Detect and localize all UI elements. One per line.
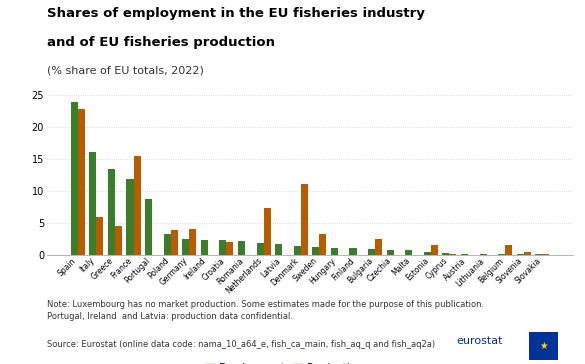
Bar bbox=[517, 254, 524, 255]
Bar bbox=[171, 230, 178, 255]
Bar bbox=[238, 241, 245, 255]
Bar bbox=[164, 234, 171, 255]
Text: (% share of EU totals, 2022): (% share of EU totals, 2022) bbox=[47, 66, 204, 75]
Bar bbox=[331, 248, 338, 255]
Bar bbox=[294, 246, 301, 255]
Bar bbox=[219, 240, 226, 255]
Bar bbox=[201, 240, 208, 255]
Bar bbox=[319, 234, 326, 255]
Legend: Employment, Production: Employment, Production bbox=[201, 359, 366, 364]
Bar bbox=[264, 208, 271, 255]
Bar bbox=[226, 242, 233, 255]
Bar bbox=[349, 248, 356, 255]
Text: and of EU fisheries production: and of EU fisheries production bbox=[47, 36, 275, 50]
Bar bbox=[182, 240, 190, 255]
Bar bbox=[405, 250, 412, 255]
Bar bbox=[312, 247, 319, 255]
Bar bbox=[524, 252, 531, 255]
Bar bbox=[480, 254, 487, 255]
Bar bbox=[126, 179, 133, 255]
Bar bbox=[145, 199, 152, 255]
Bar bbox=[442, 253, 449, 255]
Bar bbox=[498, 253, 505, 255]
Text: ★: ★ bbox=[539, 341, 548, 351]
Text: Shares of employment in the EU fisheries industry: Shares of employment in the EU fisheries… bbox=[47, 7, 425, 20]
Bar bbox=[108, 169, 115, 255]
Bar bbox=[257, 243, 264, 255]
Bar bbox=[375, 240, 382, 255]
Bar bbox=[97, 217, 104, 255]
Bar bbox=[431, 245, 438, 255]
Bar bbox=[368, 249, 375, 255]
Bar bbox=[542, 254, 549, 255]
Bar bbox=[115, 226, 122, 255]
Bar bbox=[301, 184, 308, 255]
Text: eurostat: eurostat bbox=[456, 336, 503, 346]
Bar bbox=[90, 152, 97, 255]
Bar bbox=[449, 254, 456, 255]
Bar bbox=[190, 229, 197, 255]
Bar bbox=[424, 252, 431, 255]
Bar bbox=[461, 253, 468, 255]
Bar bbox=[275, 244, 282, 255]
Text: Note: Luxembourg has no market production. Some estimates made for the purpose o: Note: Luxembourg has no market productio… bbox=[47, 300, 484, 321]
Bar bbox=[78, 109, 85, 255]
Text: Source: Eurostat (online data code: nama_10_a64_e, fish_ca_main, fish_aq_q and f: Source: Eurostat (online data code: nama… bbox=[47, 340, 435, 349]
Bar bbox=[505, 245, 512, 255]
Bar bbox=[535, 254, 542, 255]
Bar bbox=[71, 102, 78, 255]
Bar bbox=[133, 155, 140, 255]
Bar bbox=[387, 250, 394, 255]
